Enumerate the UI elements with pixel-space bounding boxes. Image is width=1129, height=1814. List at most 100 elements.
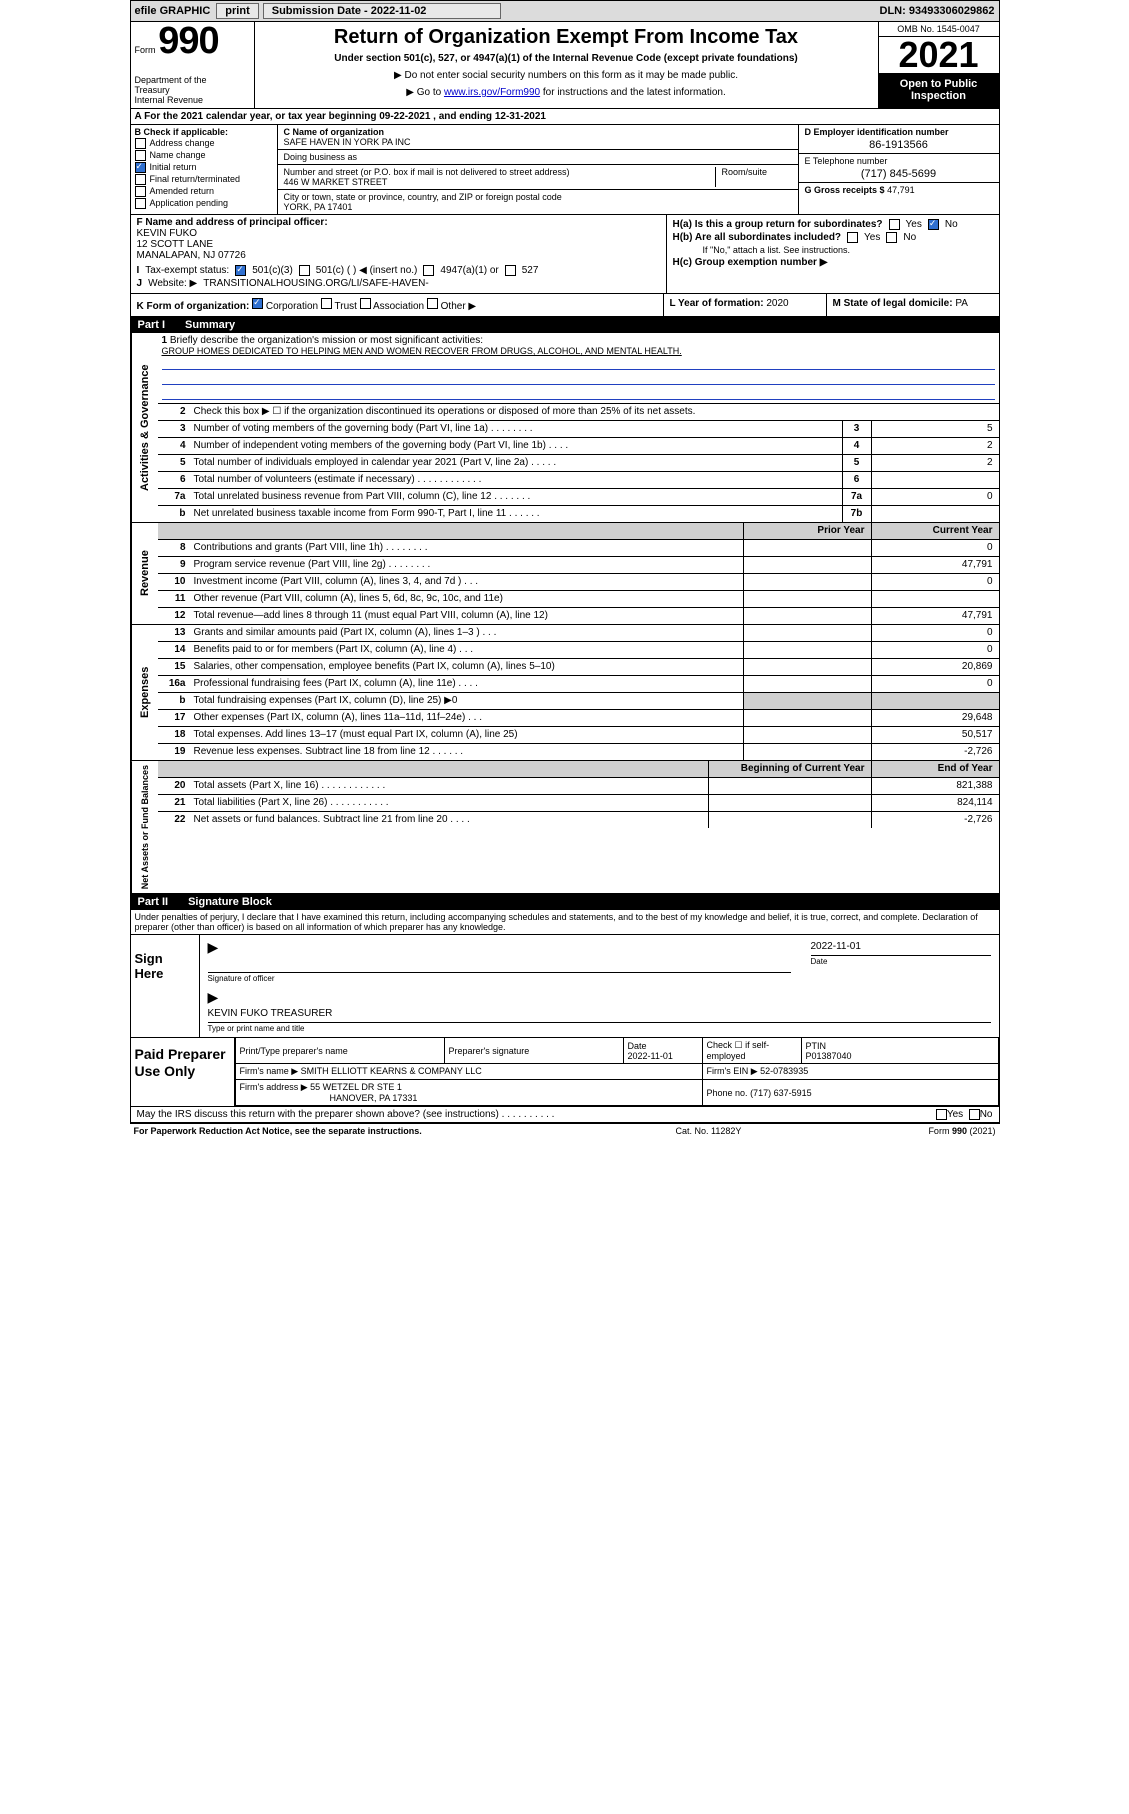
form-number-box: Form 990 Department of theTreasuryIntern… [131, 22, 255, 108]
efile-label: efile GRAPHIC [131, 5, 215, 17]
signature-section: Under penalties of perjury, I declare th… [130, 910, 1000, 1123]
val-line17: 29,648 [871, 710, 999, 726]
year-formation: 2020 [766, 298, 788, 309]
row-a-tax-year: A For the 2021 calendar year, or tax yea… [130, 109, 1000, 125]
firm-ein: 52-0783935 [760, 1066, 808, 1076]
form-subtitle: Under section 501(c), 527, or 4947(a)(1)… [263, 53, 870, 64]
chk-4947[interactable] [423, 265, 434, 276]
city-value: YORK, PA 17401 [284, 202, 353, 212]
print-button[interactable]: print [216, 3, 258, 19]
val-line6 [871, 472, 999, 488]
footer-cat: Cat. No. 11282Y [676, 1126, 876, 1136]
form-note2: ▶ Go to www.irs.gov/Form990 for instruct… [263, 87, 870, 98]
org-name-value: SAFE HAVEN IN YORK PA INC [284, 137, 411, 147]
footer-form: Form 990 (2021) [876, 1126, 996, 1136]
chk-name-change[interactable] [135, 150, 146, 161]
cell-city: City or town, state or province, country… [278, 190, 798, 214]
dln-label: DLN: 93493306029862 [876, 5, 999, 17]
firm-addr2: HANOVER, PA 17331 [240, 1093, 418, 1103]
val-line4: 2 [871, 438, 999, 454]
col-c: C Name of organization SAFE HAVEN IN YOR… [278, 125, 798, 214]
chk-amended[interactable] [135, 186, 146, 197]
firm-phone: (717) 637-5915 [750, 1088, 812, 1098]
irs-link[interactable]: www.irs.gov/Form990 [444, 87, 540, 98]
sign-here-label: Sign Here [131, 935, 200, 1037]
section-revenue: Revenue Prior YearCurrent Year 8Contribu… [130, 523, 1000, 625]
preparer-table: Print/Type preparer's name Preparer's si… [235, 1038, 999, 1106]
form-header: Form 990 Department of theTreasuryIntern… [130, 22, 1000, 109]
paid-preparer-label: Paid Preparer Use Only [131, 1038, 235, 1106]
val-line3: 5 [871, 421, 999, 437]
cell-phone: E Telephone number (717) 845-5699 [799, 154, 999, 183]
cell-gross: G Gross receipts $ 47,791 [799, 183, 999, 214]
form-note1: ▶ Do not enter social security numbers o… [263, 70, 870, 81]
gross-receipts-value: 47,791 [887, 185, 915, 195]
ptin: P01387040 [806, 1051, 852, 1061]
ein-value: 86-1913566 [805, 139, 993, 151]
website-value: TRANSITIONALHOUSING.ORG/LI/SAFE-HAVEN- [203, 278, 428, 289]
paid-preparer-row: Paid Preparer Use Only Print/Type prepar… [131, 1038, 999, 1106]
submission-date-button[interactable]: Submission Date - 2022-11-02 [263, 3, 501, 19]
val-line5: 2 [871, 455, 999, 471]
chk-app-pending[interactable] [135, 198, 146, 209]
section-fh: F Name and address of principal officer:… [130, 215, 1000, 294]
cell-org-name: C Name of organization SAFE HAVEN IN YOR… [278, 125, 798, 150]
chk-assoc[interactable] [360, 298, 371, 309]
val-line7a: 0 [871, 489, 999, 505]
address-value: 446 W MARKET STREET [284, 177, 388, 187]
page-footer: For Paperwork Reduction Act Notice, see … [130, 1123, 1000, 1138]
val-line11 [871, 591, 999, 607]
chk-final-return[interactable] [135, 174, 146, 185]
chk-ha-yes[interactable] [889, 219, 900, 230]
sig-date: 2022-11-01 [811, 941, 991, 956]
chk-initial-return[interactable] [135, 162, 146, 173]
chk-irs-no[interactable] [969, 1109, 980, 1120]
may-irs-row: May the IRS discuss this return with the… [131, 1106, 999, 1122]
side-net: Net Assets or Fund Balances [131, 761, 158, 893]
footer-left: For Paperwork Reduction Act Notice, see … [134, 1126, 676, 1136]
col-b-checkboxes: B Check if applicable: Address change Na… [131, 125, 278, 214]
cell-dba: Doing business as [278, 150, 798, 165]
firm-addr1: 55 WETZEL DR STE 1 [310, 1082, 402, 1092]
tax-year-box: 2021 [879, 37, 999, 74]
val-line15: 20,869 [871, 659, 999, 675]
chk-address-change[interactable] [135, 138, 146, 149]
section-governance: Activities & Governance 1 Briefly descri… [130, 333, 1000, 523]
val-line20: 821,388 [871, 778, 999, 794]
officer-name: KEVIN FUKO [137, 228, 660, 239]
col-h: H(a) Is this a group return for subordin… [666, 215, 999, 293]
chk-hb-yes[interactable] [847, 232, 858, 243]
firm-name: SMITH ELLIOTT KEARNS & COMPANY LLC [301, 1066, 482, 1076]
chk-501c[interactable] [299, 265, 310, 276]
chk-trust[interactable] [321, 298, 332, 309]
section-net-assets: Net Assets or Fund Balances Beginning of… [130, 761, 1000, 894]
val-line9: 47,791 [871, 557, 999, 573]
dept-label: Department of theTreasuryInternal Revenu… [135, 76, 250, 106]
arrow-icon: ▶ [208, 989, 219, 1005]
part2-header: Part II Signature Block [130, 894, 1000, 910]
col-b-head: B Check if applicable: [135, 127, 273, 137]
chk-other[interactable] [427, 298, 438, 309]
chk-ha-no[interactable] [928, 219, 939, 230]
chk-irs-yes[interactable] [936, 1109, 947, 1120]
side-expenses: Expenses [131, 625, 158, 760]
col-de: D Employer identification number 86-1913… [798, 125, 999, 214]
section-bcd: B Check if applicable: Address change Na… [130, 125, 1000, 215]
prep-date: 2022-11-01 [628, 1051, 673, 1061]
state-domicile: PA [955, 298, 968, 309]
row-klm: K Form of organization: Corporation Trus… [130, 294, 1000, 317]
top-toolbar: efile GRAPHIC print Submission Date - 20… [130, 0, 1000, 22]
chk-527[interactable] [505, 265, 516, 276]
chk-corp[interactable] [252, 298, 263, 309]
officer-addr1: 12 SCOTT LANE [137, 239, 660, 250]
val-line22: -2,726 [871, 812, 999, 828]
tax-year: 2021 [898, 34, 978, 75]
chk-hb-no[interactable] [886, 232, 897, 243]
val-line12: 47,791 [871, 608, 999, 624]
declaration-text: Under penalties of perjury, I declare th… [131, 910, 999, 935]
part1-header: Part I Summary [130, 317, 1000, 333]
officer-addr2: MANALAPAN, NJ 07726 [137, 250, 660, 261]
chk-501c3[interactable] [235, 265, 246, 276]
side-revenue: Revenue [131, 523, 158, 624]
officer-name-title: KEVIN FUKO TREASURER [208, 1008, 991, 1023]
